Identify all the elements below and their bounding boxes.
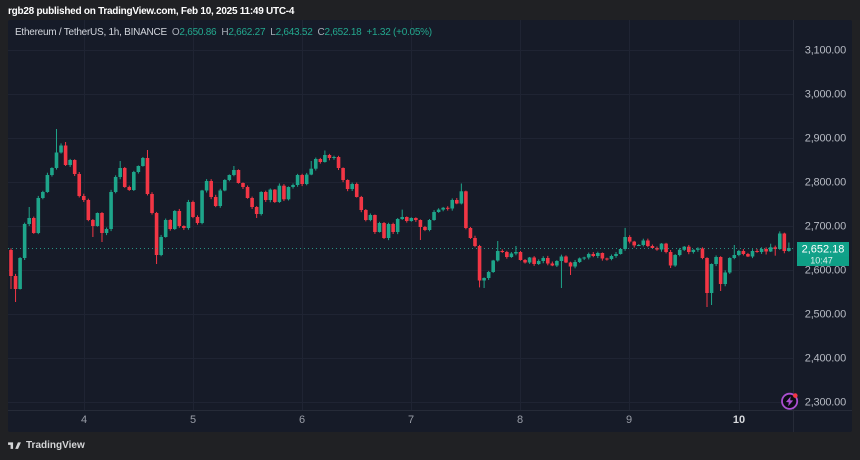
svg-text:6: 6 [299, 414, 305, 426]
svg-text:3,100.00: 3,100.00 [805, 44, 846, 56]
svg-text:10:47: 10:47 [810, 256, 833, 266]
svg-text:2,300.00: 2,300.00 [805, 396, 846, 408]
svg-text:2,600.00: 2,600.00 [805, 264, 846, 276]
svg-text:2,800.00: 2,800.00 [805, 176, 846, 188]
svg-text:2,700.00: 2,700.00 [805, 220, 846, 232]
svg-text:3,000.00: 3,000.00 [805, 88, 846, 100]
svg-text:5: 5 [190, 414, 196, 426]
svg-text:8: 8 [517, 414, 523, 426]
svg-text:10: 10 [733, 414, 745, 426]
svg-text:2,900.00: 2,900.00 [805, 132, 846, 144]
svg-text:4: 4 [81, 414, 87, 426]
svg-text:2,400.00: 2,400.00 [805, 352, 846, 364]
svg-text:7: 7 [408, 414, 414, 426]
svg-text:2,500.00: 2,500.00 [805, 308, 846, 320]
svg-text:9: 9 [626, 414, 632, 426]
svg-text:2,652.18: 2,652.18 [802, 244, 845, 256]
